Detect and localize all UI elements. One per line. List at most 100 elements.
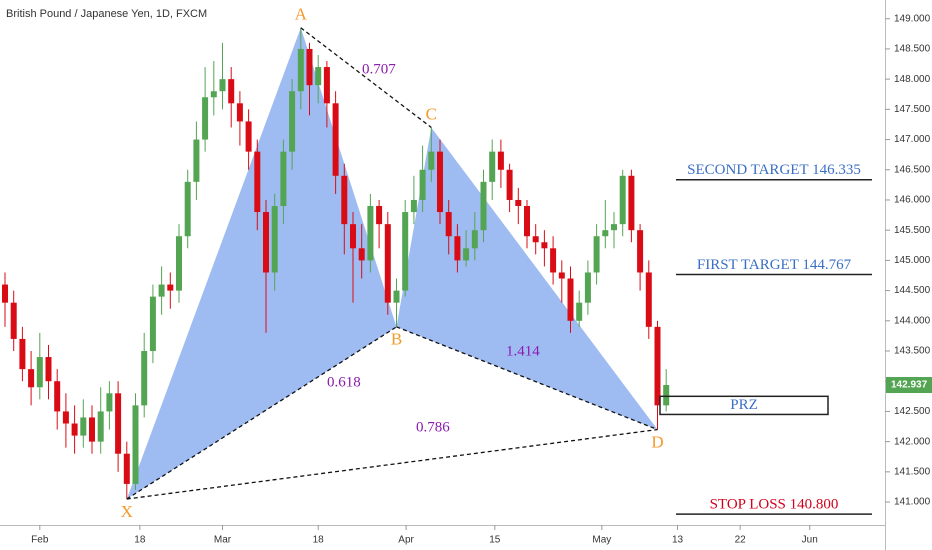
- candle-body: [497, 151, 504, 170]
- candle-body: [28, 369, 35, 388]
- candle-body: [202, 97, 209, 140]
- ratio-label: 0.618: [327, 374, 361, 390]
- candle-body: [637, 230, 644, 273]
- candle-body: [193, 139, 200, 182]
- last-price-label: 142.937: [891, 380, 928, 391]
- y-tick-label: 142.000: [894, 436, 931, 447]
- candle-body: [558, 272, 565, 279]
- candle-body: [602, 230, 609, 237]
- candle-body: [341, 175, 348, 225]
- x-tick-label: May: [592, 535, 611, 546]
- candle-body: [532, 236, 539, 243]
- ratio-label: 0.786: [416, 419, 450, 435]
- candle-body: [71, 423, 78, 436]
- candle-body: [62, 411, 69, 424]
- candle-body: [584, 272, 591, 303]
- x-tick-label: Mar: [214, 535, 232, 546]
- candle-body: [210, 91, 217, 98]
- candle-body: [158, 284, 165, 297]
- x-tick-label: 22: [735, 535, 747, 546]
- pattern-point-label: D: [651, 432, 663, 451]
- x-tick-label: 18: [134, 535, 146, 546]
- y-tick-label: 144.000: [894, 315, 931, 326]
- candle-body: [654, 326, 661, 406]
- candle-body: [567, 278, 574, 321]
- candle-body: [332, 103, 339, 176]
- candle-body: [236, 103, 243, 122]
- level-label: FIRST TARGET 144.767: [697, 257, 852, 273]
- candle-body: [36, 357, 43, 388]
- candle-body: [506, 169, 513, 200]
- pattern-triangle: [126, 27, 397, 500]
- candle-body: [445, 212, 452, 237]
- candle-body: [515, 199, 522, 207]
- candle-body: [115, 393, 122, 454]
- candle-body: [132, 405, 139, 484]
- candle-body: [480, 181, 487, 231]
- x-tick-label: 18: [313, 535, 325, 546]
- candle-body: [323, 67, 330, 104]
- ratio-label: 0.707: [362, 61, 396, 77]
- candle-body: [384, 224, 391, 303]
- y-tick-label: 148.500: [894, 44, 931, 55]
- last-price-box: [886, 377, 932, 394]
- y-tick-label: 148.000: [894, 74, 931, 85]
- level-label: SECOND TARGET 146.335: [687, 162, 861, 178]
- y-tick-label: 144.500: [894, 285, 931, 296]
- chart-title: British Pound / Japanese Yen, 1D, FXCM: [6, 8, 207, 20]
- candle-body: [176, 236, 183, 291]
- candle-body: [245, 121, 252, 152]
- x-tick-label: Feb: [31, 535, 49, 546]
- x-tick-label: 13: [672, 535, 684, 546]
- candle-body: [219, 79, 226, 92]
- candle-body: [10, 302, 17, 339]
- prz-label: PRZ: [730, 397, 758, 413]
- candle-body: [428, 151, 435, 170]
- candle-body: [228, 79, 235, 104]
- candle-body: [289, 91, 296, 152]
- candle-body: [550, 248, 557, 273]
- candle-body: [367, 206, 374, 261]
- pattern-dashed-line: [126, 428, 658, 500]
- candle-body: [184, 181, 191, 237]
- candle-body: [263, 212, 270, 273]
- candle-body: [489, 151, 496, 182]
- candle-body: [306, 48, 313, 86]
- candle-body: [349, 224, 356, 249]
- y-tick-label: 145.000: [894, 255, 931, 266]
- y-tick-label: 142.500: [894, 406, 931, 417]
- ratio-label: 1.414: [506, 343, 540, 359]
- pattern-triangle: [396, 127, 658, 430]
- candle-body: [376, 206, 383, 225]
- candle-body: [315, 67, 322, 86]
- pattern-point-label: A: [295, 5, 308, 24]
- candle-body: [123, 453, 130, 484]
- candle-body: [89, 417, 96, 442]
- y-tick-label: 147.500: [894, 104, 931, 115]
- candle-body: [2, 284, 9, 303]
- candle-body: [80, 417, 87, 436]
- candle-body: [628, 175, 635, 231]
- pattern-dashed-line: [300, 27, 432, 128]
- candle-body: [149, 296, 156, 352]
- y-tick-label: 145.500: [894, 225, 931, 236]
- y-tick-label: 147.000: [894, 134, 931, 145]
- pattern-point-label: C: [426, 104, 437, 123]
- candle-body: [358, 248, 365, 261]
- candle-body: [610, 224, 617, 231]
- pattern-point-label: X: [121, 502, 133, 521]
- candle-body: [619, 175, 626, 225]
- y-tick-label: 146.500: [894, 164, 931, 175]
- prz-box: [659, 395, 829, 416]
- candle-body: [593, 236, 600, 273]
- candle-body: [410, 199, 417, 213]
- candle-body: [645, 272, 652, 327]
- x-tick-label: 15: [489, 535, 501, 546]
- candle-body: [436, 151, 443, 213]
- candle-body: [454, 236, 461, 261]
- candle-body: [402, 212, 409, 291]
- candle-body: [97, 411, 104, 442]
- candle-body: [541, 242, 548, 249]
- x-tick-label: Jun: [802, 535, 818, 546]
